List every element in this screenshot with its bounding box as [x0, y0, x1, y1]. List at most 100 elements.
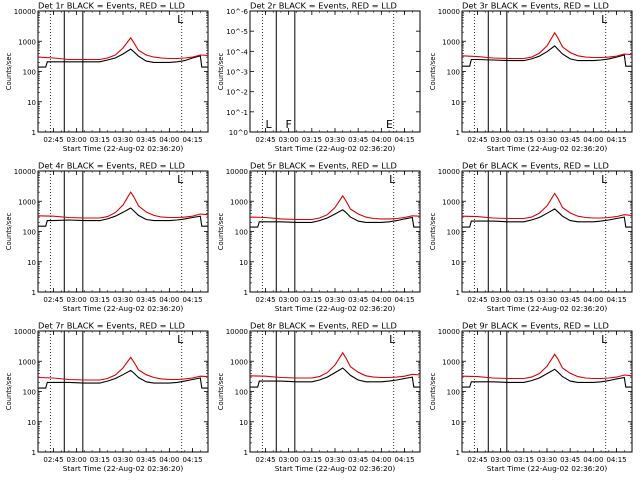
flag-label: L: [177, 173, 184, 186]
x-axis-label: Start Time (22-Aug-02 02:36:20): [487, 304, 608, 313]
y-tick-label: 1: [456, 289, 460, 297]
x-tick-label: 03:00: [491, 456, 511, 464]
y-tick-label: 10000: [438, 168, 460, 176]
plot-frame: [461, 330, 633, 453]
x-axis-label: Start Time (22-Aug-02 02:36:20): [275, 144, 396, 153]
x-tick-label: 04:00: [159, 136, 179, 144]
x-tick-label: 02:45: [43, 136, 63, 144]
plot-frame: [249, 170, 421, 293]
y-tick-label: 1: [456, 449, 460, 457]
flag-label: L: [177, 333, 184, 346]
y-tick-label: 10000: [14, 8, 36, 16]
y-axis-label: Counts/sec: [5, 373, 13, 411]
plot-frame: [461, 170, 633, 293]
panel-title: Det 6r BLACK = Events, RED = LLD: [462, 161, 609, 171]
x-tick-label: 03:15: [514, 296, 534, 304]
x-tick-label: 04:00: [583, 456, 603, 464]
y-tick-label: 10000: [226, 328, 248, 336]
y-tick-label: 10^0: [229, 129, 248, 137]
series-line: [462, 368, 632, 388]
y-axis-label: Counts/sec: [217, 53, 225, 91]
y-tick-label: 10000: [438, 8, 460, 16]
x-tick-label: 04:15: [394, 296, 414, 304]
x-tick-label: 04:15: [606, 136, 626, 144]
x-tick-label: 03:00: [491, 136, 511, 144]
x-tick-label: 03:15: [90, 296, 110, 304]
y-tick-label: 100: [235, 229, 248, 237]
x-tick-label: 03:00: [279, 296, 299, 304]
x-tick-label: 03:30: [325, 136, 345, 144]
series-line: [462, 208, 632, 228]
chart-panel: Det 2r BLACK = Events, RED = LLD 10^0 10^-…: [217, 1, 421, 153]
y-axis-label: Counts/sec: [429, 213, 437, 251]
series-line: [461, 31, 633, 60]
x-tick-label: 03:30: [537, 296, 557, 304]
chart-panel: Det 9r BLACK = Events, RED = LLD 1 10 100 10…: [429, 321, 633, 473]
x-tick-label: 03:45: [348, 136, 368, 144]
plot-frame: [249, 330, 421, 453]
x-tick-label: 02:45: [255, 456, 275, 464]
panel-title: Det 4r BLACK = Events, RED = LLD: [38, 161, 185, 171]
x-tick-label: 02:45: [467, 456, 487, 464]
chart-panel: Det 3r BLACK = Events, RED = LLD 1 10 100 10…: [429, 1, 633, 153]
y-tick-label: 10: [451, 99, 460, 107]
x-tick-label: 03:00: [279, 456, 299, 464]
x-tick-label: 03:00: [279, 136, 299, 144]
chart-panel: Det 4r BLACK = Events, RED = LLD 1 10 100 10…: [5, 161, 209, 313]
y-tick-label: 10^-1: [226, 109, 248, 117]
y-tick-label: 1000: [442, 38, 460, 46]
x-tick-label: 04:00: [371, 296, 391, 304]
x-tick-label: 02:45: [467, 296, 487, 304]
chart-panel: Det 5r BLACK = Events, RED = LLD 1 10 100 10…: [217, 161, 421, 313]
y-tick-label: 1000: [442, 358, 460, 366]
flag-label: L: [389, 173, 396, 186]
flag-label: L: [601, 333, 608, 346]
panel-title: Det 1r BLACK = Events, RED = LLD: [38, 1, 185, 11]
x-tick-label: 03:45: [348, 296, 368, 304]
x-axis-label: Start Time (22-Aug-02 02:36:20): [63, 144, 184, 153]
x-tick-label: 04:00: [159, 296, 179, 304]
y-tick-label: 10000: [14, 168, 36, 176]
x-axis-label: Start Time (22-Aug-02 02:36:20): [487, 464, 608, 473]
plot-frame: [249, 10, 421, 133]
x-tick-label: 03:15: [514, 456, 534, 464]
series-line: [37, 356, 209, 381]
flag-label: L: [601, 13, 608, 26]
x-tick-label: 03:15: [302, 136, 322, 144]
flag-label: L: [177, 13, 184, 26]
y-tick-label: 10: [451, 259, 460, 267]
y-tick-label: 1000: [18, 198, 36, 206]
y-tick-label: 10000: [438, 328, 460, 336]
y-tick-label: 1000: [442, 198, 460, 206]
y-tick-label: 100: [235, 389, 248, 397]
x-axis-label: Start Time (22-Aug-02 02:36:20): [63, 464, 184, 473]
x-tick-label: 03:15: [302, 296, 322, 304]
x-tick-label: 04:15: [606, 296, 626, 304]
y-tick-label: 10: [239, 419, 248, 427]
x-tick-label: 04:00: [371, 136, 391, 144]
x-tick-label: 03:30: [113, 296, 133, 304]
series-line: [250, 209, 420, 228]
y-tick-label: 10^-3: [226, 69, 248, 77]
x-tick-label: 03:30: [537, 136, 557, 144]
y-tick-label: 100: [23, 389, 36, 397]
y-tick-label: 10^-4: [226, 48, 248, 56]
y-tick-label: 1000: [230, 358, 248, 366]
x-tick-label: 03:45: [560, 296, 580, 304]
x-tick-label: 03:45: [136, 456, 156, 464]
y-tick-label: 100: [447, 229, 460, 237]
x-tick-label: 04:00: [583, 296, 603, 304]
series-line: [38, 207, 208, 227]
flag-label: L: [389, 333, 396, 346]
y-tick-label: 100: [447, 69, 460, 77]
y-tick-label: 10: [27, 259, 36, 267]
x-tick-label: 04:00: [371, 456, 391, 464]
y-tick-label: 10^-2: [226, 89, 248, 97]
y-axis-label: Counts/sec: [5, 213, 13, 251]
x-tick-label: 02:45: [255, 136, 275, 144]
series-line: [37, 191, 209, 219]
x-tick-label: 03:45: [136, 296, 156, 304]
x-tick-label: 03:15: [90, 136, 110, 144]
y-tick-label: 10^-5: [226, 28, 248, 36]
